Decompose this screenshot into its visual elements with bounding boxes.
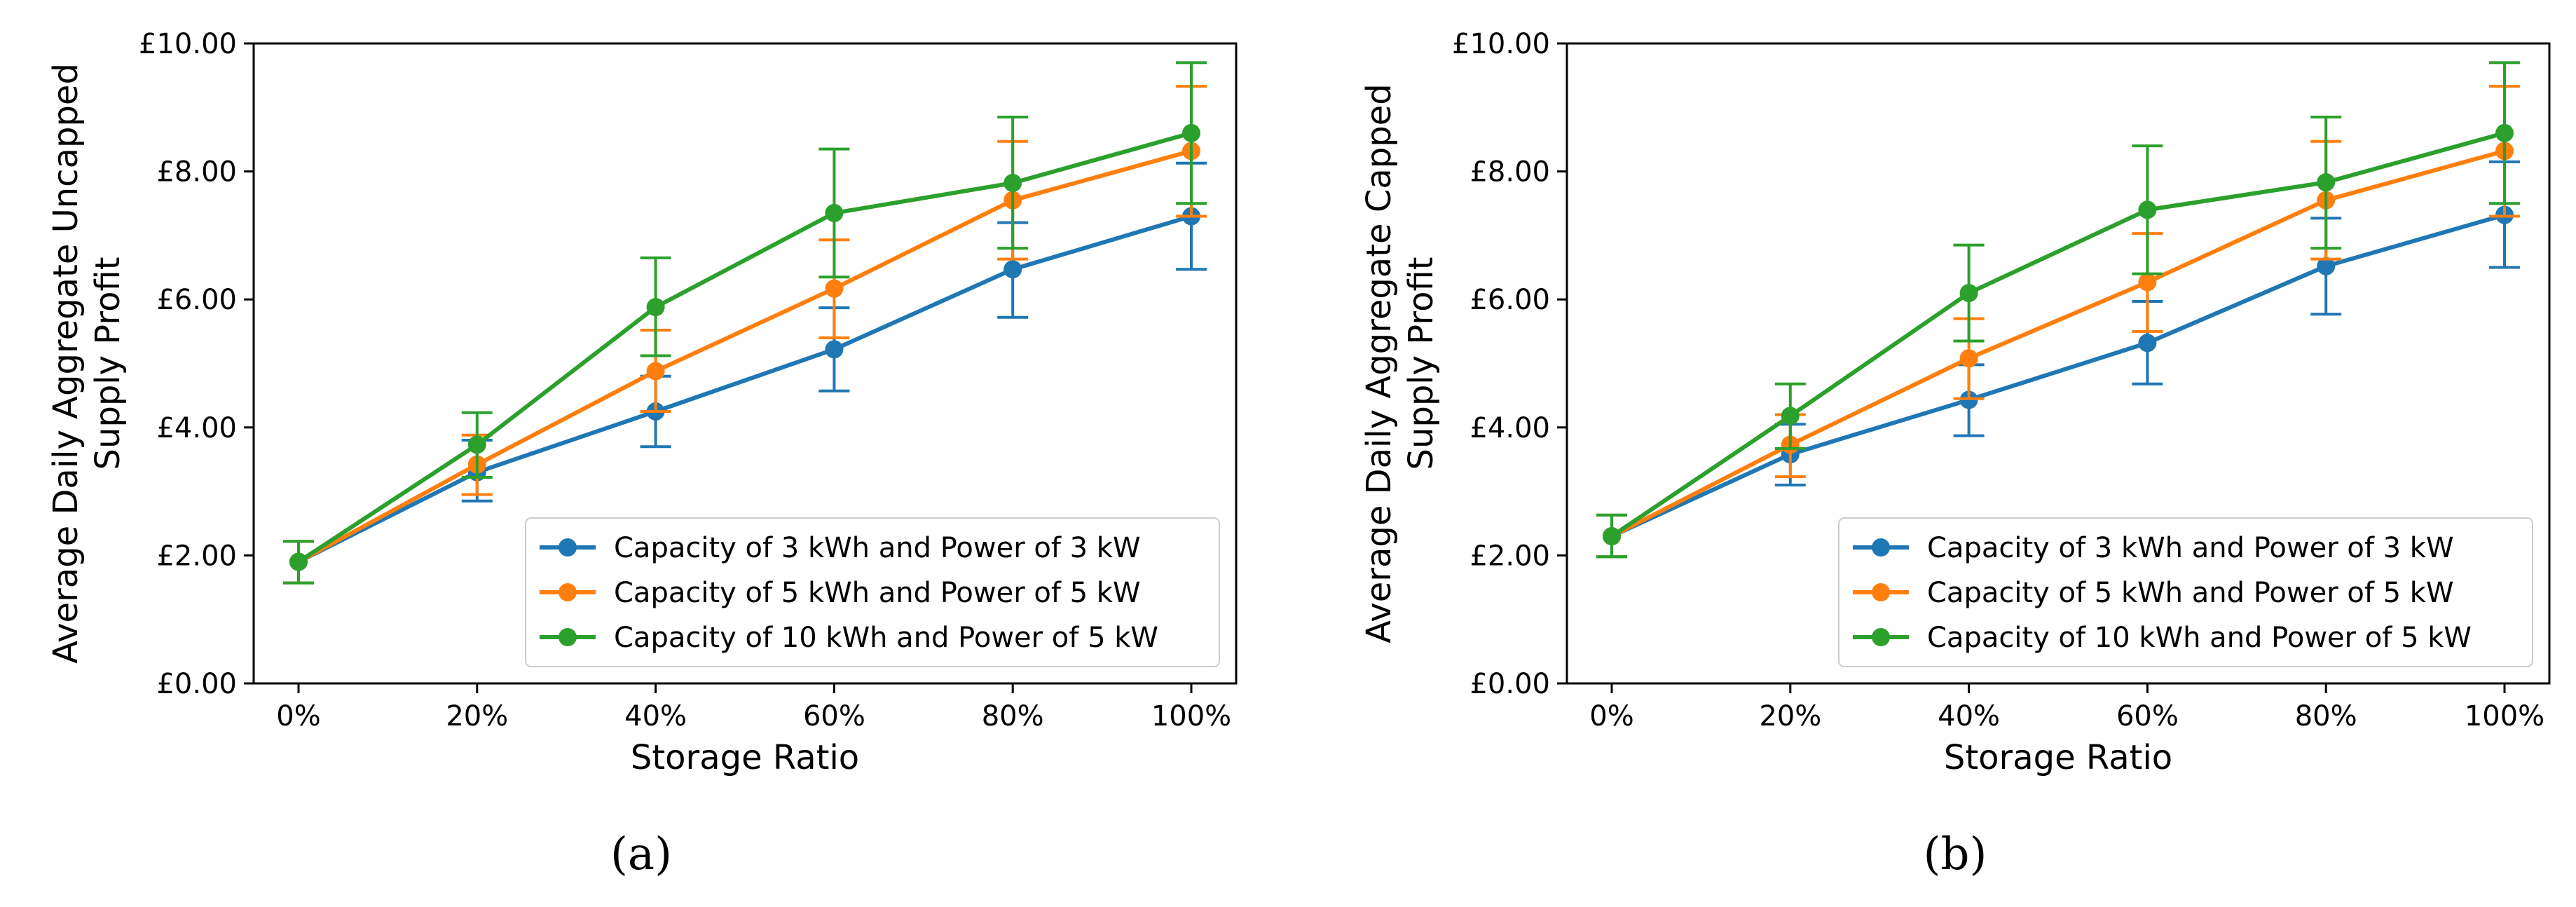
panel-label: (b) (1924, 828, 1987, 880)
x-tick-label: 60% (2116, 700, 2179, 732)
y-tick-label: £2.00 (156, 540, 237, 572)
x-tick-label: 20% (1759, 700, 1821, 732)
x-tick-label: 0% (1589, 700, 1633, 732)
y-axis-title-line-2: Supply Profit (88, 257, 128, 470)
data-point (2138, 334, 2157, 353)
chart-panel-1: 0% 20% 40% 60% 80% 100% £0.00 £2.00 £4.00 £6.00 £8… (46, 28, 1238, 880)
y-axis-title-line-2: Supply Profit (1402, 257, 1441, 470)
y-tick-label: £2.00 (1469, 540, 1550, 572)
y-tick-label: £10.00 (139, 28, 237, 60)
data-point (2317, 173, 2336, 192)
y-tick-label: £0.00 (156, 668, 237, 700)
x-axis-title: Storage Ratio (631, 738, 859, 777)
data-point (1003, 174, 1022, 193)
data-point (825, 340, 844, 359)
legend-label: Capacity of 10 kWh and Power of 5 kW (614, 622, 1158, 654)
legend: Capacity of 3 kWh and Power of 3 kW Capac… (525, 517, 1220, 667)
y-tick-label: £6.00 (1469, 284, 1550, 316)
data-point (2495, 123, 2514, 142)
series-line (297, 214, 1192, 564)
x-tick-label: 0% (276, 700, 320, 732)
series-line (297, 130, 1192, 564)
series-3 (1596, 61, 2520, 559)
data-point (289, 552, 308, 571)
data-point (1959, 284, 1978, 303)
series-2 (1596, 85, 2520, 559)
data-point (825, 279, 844, 298)
legend-swatch-marker (559, 628, 577, 646)
data-point (2138, 273, 2157, 292)
series-3 (283, 61, 1207, 585)
x-tick-label: 100% (2465, 700, 2544, 732)
data-point (646, 362, 665, 381)
legend-swatch-marker (559, 538, 577, 557)
x-tick-label: 60% (803, 700, 865, 732)
x-tick-label: 80% (2295, 700, 2357, 732)
series-2 (283, 85, 1207, 585)
series-line (1610, 130, 2505, 538)
y-axis-title-line-1: Average Daily Aggregate Capped (1359, 83, 1399, 643)
y-tick-label: £0.00 (1469, 668, 1550, 700)
x-tick-label: 20% (446, 700, 508, 732)
plot-frame (1566, 42, 2551, 685)
chart-panel-2: 0% 20% 40% 60% 80% 100% £0.00 £2.00 £4.00 £6.00 £8… (1359, 28, 2551, 880)
x-axis-title: Storage Ratio (1944, 738, 2172, 777)
x-tick-label: 80% (982, 700, 1044, 732)
series-line (297, 149, 1192, 564)
legend-swatch-marker (1872, 583, 1890, 601)
y-tick-label: £10.00 (1452, 28, 1550, 60)
series-line (1610, 212, 2505, 538)
data-point (1781, 407, 1800, 425)
x-tick-label: 100% (1151, 700, 1231, 732)
data-point (467, 435, 486, 454)
series-line (1610, 149, 2505, 538)
legend-box (525, 517, 1220, 667)
legend-label: Capacity of 3 kWh and Power of 3 kW (614, 532, 1141, 564)
data-point (646, 298, 665, 317)
y-tick-label: £4.00 (1469, 412, 1550, 444)
panel-label: (a) (610, 828, 672, 880)
data-point (1959, 349, 1978, 368)
y-tick-label: £8.00 (156, 156, 237, 189)
data-point (2317, 257, 2336, 275)
y-axis-title-line-1: Average Daily Aggregate Uncapped (46, 63, 85, 664)
y-tick-label: £8.00 (1469, 156, 1550, 189)
legend-label: Capacity of 5 kWh and Power of 5 kW (1927, 577, 2454, 609)
data-point (1182, 123, 1200, 142)
x-tick-label: 40% (624, 700, 687, 732)
legend-swatch-marker (1872, 538, 1890, 557)
legend-swatch-marker (1872, 628, 1890, 646)
legend-label: Capacity of 10 kWh and Power of 5 kW (1927, 622, 2472, 654)
data-point (1603, 527, 1621, 546)
x-tick-label: 40% (1938, 700, 2000, 732)
data-point (825, 203, 844, 222)
legend-label: Capacity of 5 kWh and Power of 5 kW (614, 577, 1141, 609)
legend-box (1838, 517, 2533, 667)
data-point (2138, 200, 2157, 219)
legend-swatch-marker (559, 583, 577, 601)
legend: Capacity of 3 kWh and Power of 3 kW Capac… (1838, 517, 2533, 667)
series-1 (1596, 160, 2520, 559)
y-tick-label: £4.00 (156, 412, 237, 444)
y-tick-label: £6.00 (156, 284, 237, 316)
plot-frame (252, 42, 1238, 685)
legend-label: Capacity of 3 kWh and Power of 3 kW (1927, 532, 2454, 564)
data-point (1003, 260, 1022, 279)
